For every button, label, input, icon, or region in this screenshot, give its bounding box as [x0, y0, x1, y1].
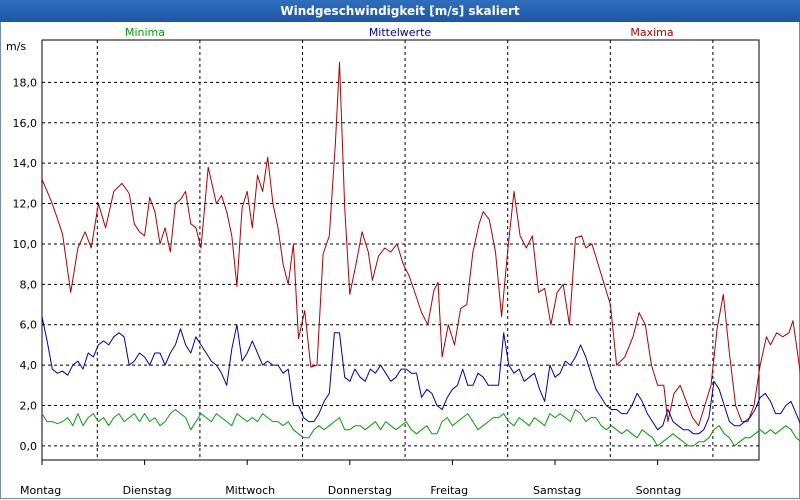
y-tick-label: 6,0	[20, 319, 38, 332]
y-axis-label: m/s	[6, 40, 26, 53]
x-axis: Montag12.01.15Dienstag13.01.15Mittwoch14…	[20, 460, 682, 497]
y-tick-label: 8,0	[20, 278, 38, 291]
x-tick-day-label: Dienstag	[123, 484, 172, 497]
x-tick-day-label: Mittwoch	[225, 484, 275, 497]
legend-entry-maxima: Maxima	[630, 26, 673, 39]
x-tick-day-label: Montag	[20, 484, 61, 497]
y-tick-label: 12,0	[13, 198, 38, 211]
y-tick-label: 16,0	[13, 117, 38, 130]
x-tick-day-label: Donnerstag	[328, 484, 392, 497]
y-tick-label: 10,0	[13, 238, 38, 251]
series-lines	[41, 61, 800, 447]
y-tick-label: 18,0	[13, 76, 38, 89]
y-axis: 0,0 2,0 4,0 6,0 8,0 10,0 12,0 14,0 16,0 18,0	[13, 76, 38, 452]
series-line-mittelwerte	[41, 316, 800, 435]
series-line-minima	[41, 409, 800, 447]
x-tick-day-label: Freitag	[430, 484, 468, 497]
y-tick-label: 4,0	[20, 359, 38, 372]
plot-area	[41, 39, 760, 461]
wind-speed-chart: 0,0 2,0 4,0 6,0 8,0 10,0 12,0 14,0 16,0 18,0 Mont…	[6, 26, 800, 497]
legend-entry-minima: Minima	[125, 26, 165, 39]
x-tick-day-label: Sonntag	[636, 484, 682, 497]
y-tick-label: 0,0	[20, 440, 38, 453]
y-tick-label: 2,0	[20, 399, 38, 412]
x-tick-day-label: Samstag	[533, 484, 581, 497]
legend: Maxima Mittelwerte Minima	[125, 26, 674, 39]
chart-title: Windgeschwindigkeit [m/s] skaliert	[0, 0, 800, 22]
series-line-maxima	[41, 61, 800, 427]
legend-entry-mittelwerte: Mittelwerte	[369, 26, 432, 39]
y-tick-label: 14,0	[13, 157, 38, 170]
